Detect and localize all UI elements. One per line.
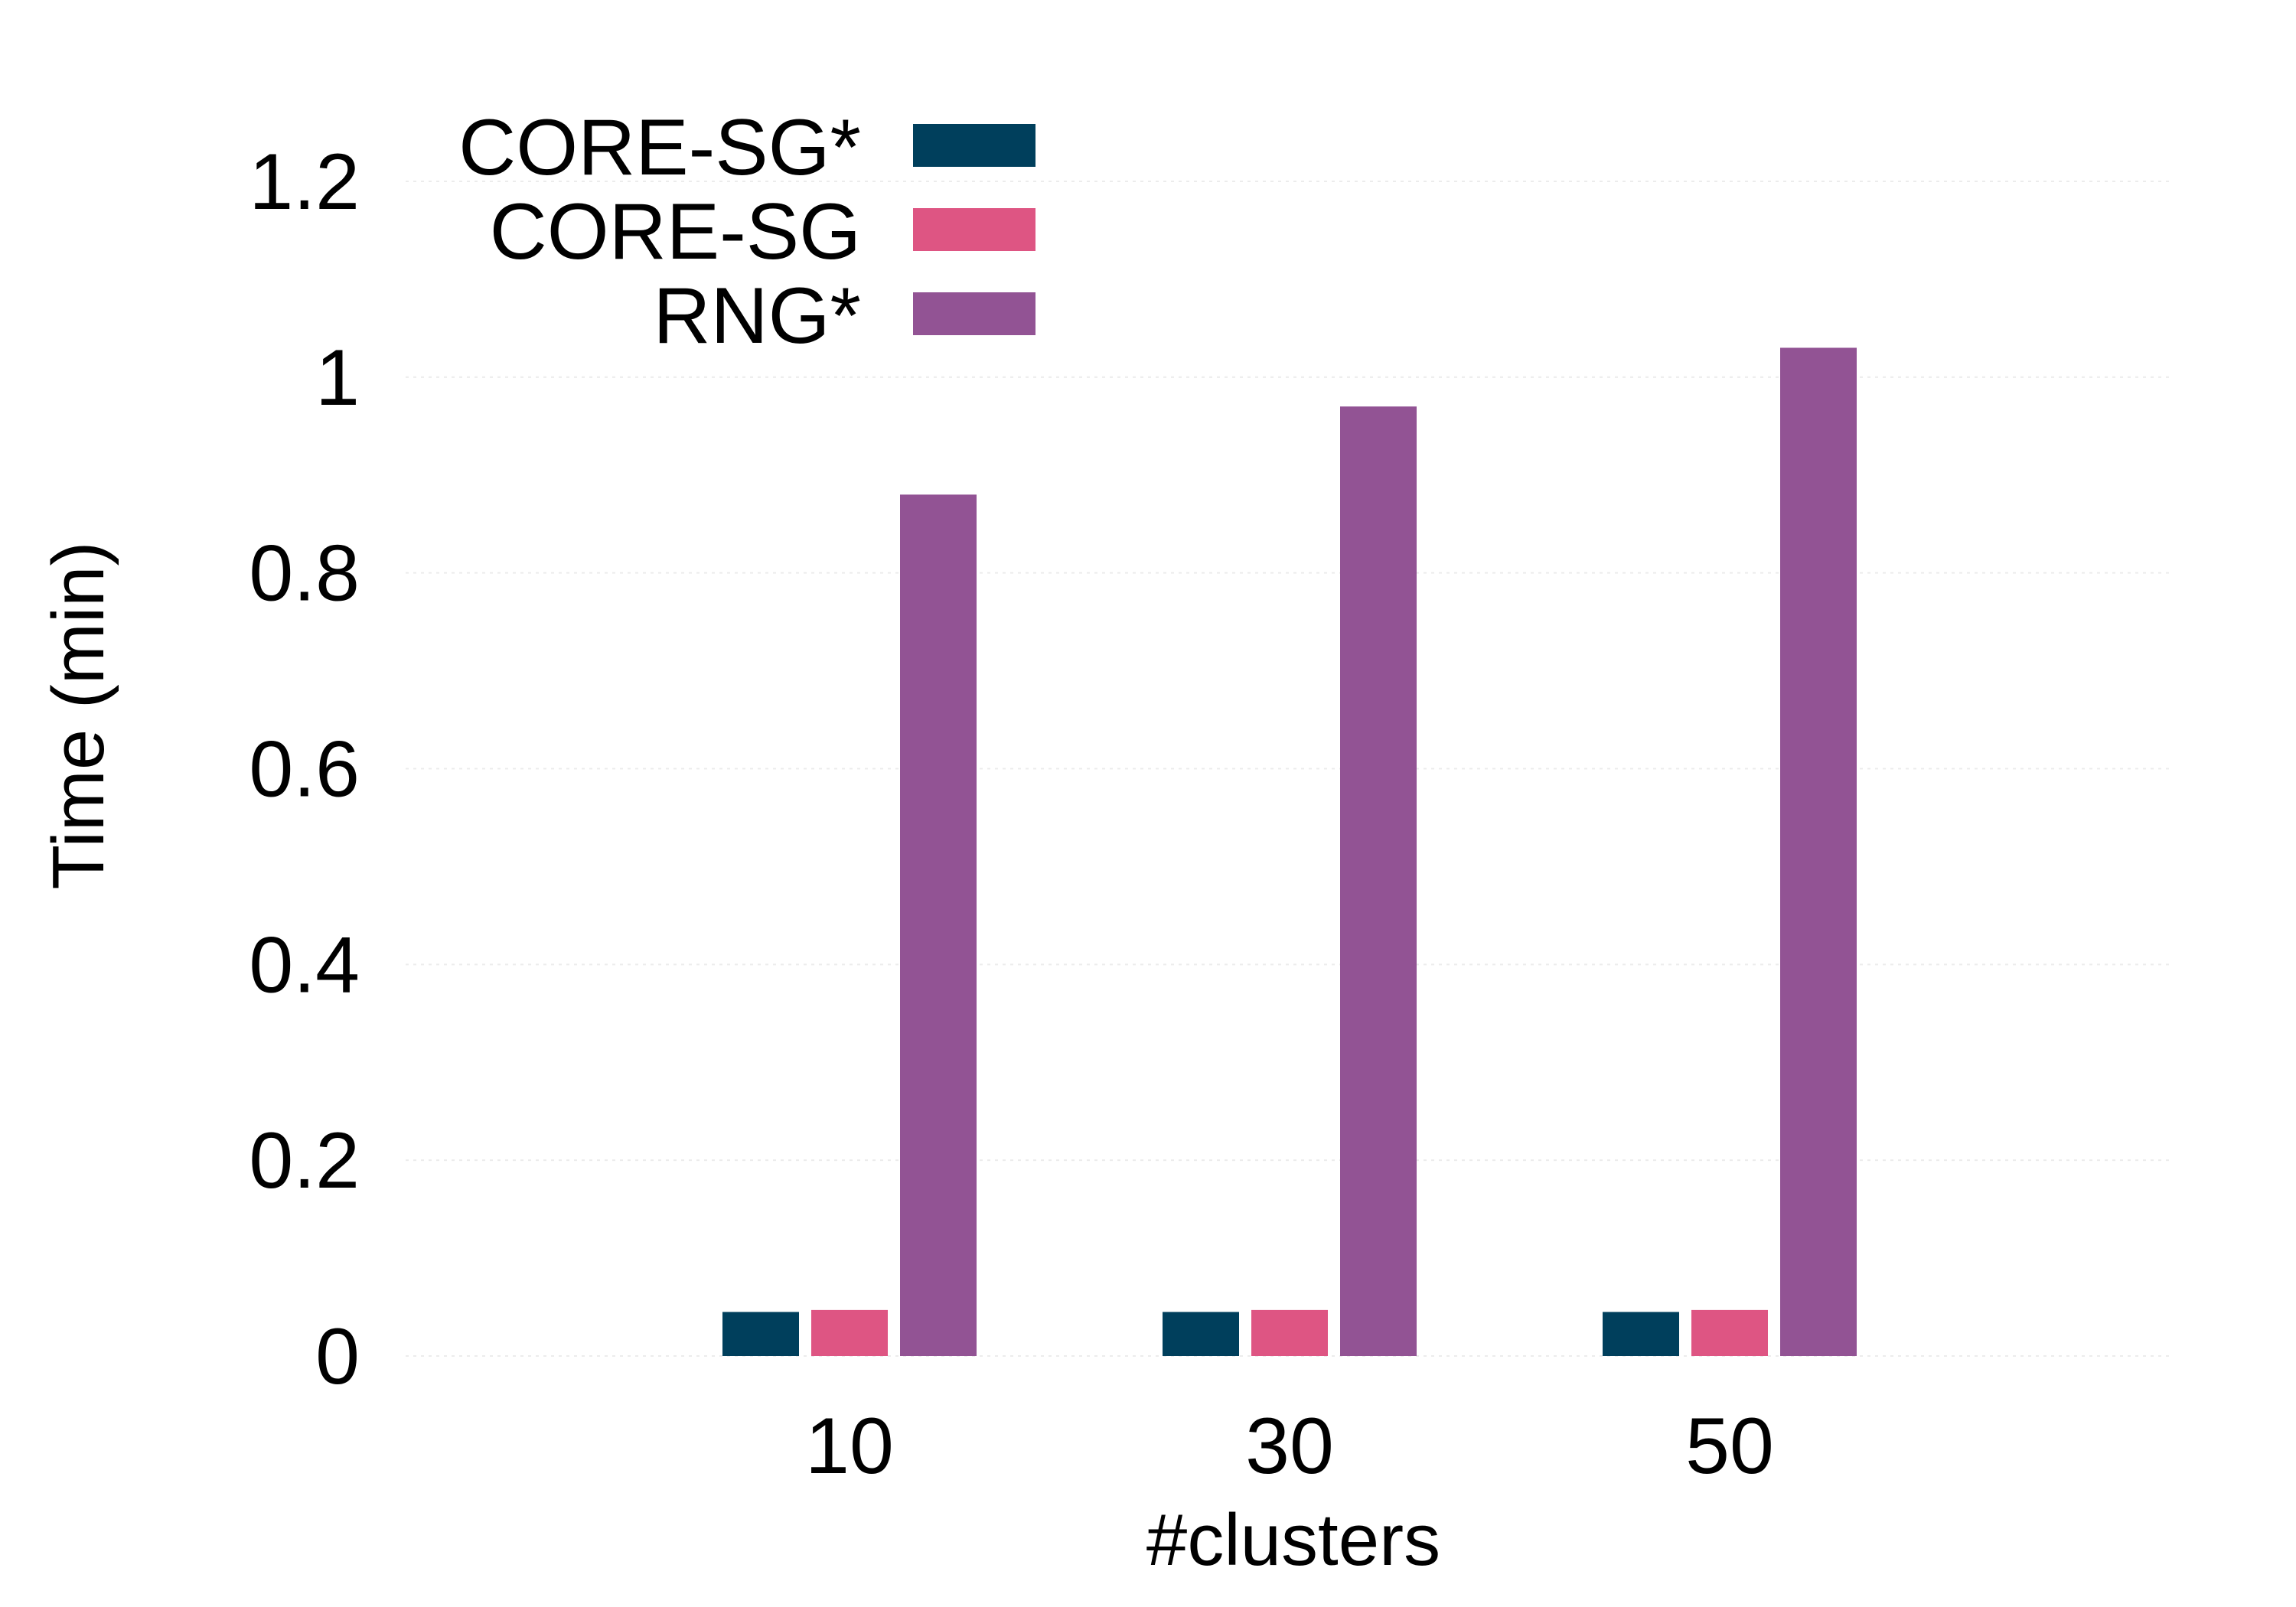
legend-swatch [913,124,1035,167]
x-axis-title: #clusters [1146,1499,1440,1581]
legend-swatch [913,208,1035,251]
x-axis-ticks: 10 30 50 [805,1402,1774,1491]
legend-swatch [913,292,1035,335]
bar [1251,1309,1328,1356]
y-axis-title: Time (min) [38,541,119,889]
legend-label: RNG* [653,272,861,360]
x-tick-label: 10 [805,1402,894,1491]
bar [1340,406,1417,1357]
legend-label: CORE-SG* [458,103,861,192]
y-tick-label: 0.8 [249,530,360,618]
bar [722,1312,799,1356]
legend-label: CORE-SG [490,187,861,276]
y-tick-label: 1 [315,334,360,422]
bar [1603,1312,1679,1356]
x-tick-label: 30 [1245,1402,1334,1491]
y-tick-label: 0.2 [249,1116,360,1205]
bar [1780,347,1857,1356]
x-tick-label: 50 [1685,1402,1774,1491]
bar [1691,1309,1768,1356]
y-tick-label: 0.6 [249,725,360,814]
y-tick-label: 1.2 [249,138,360,227]
y-tick-label: 0.4 [249,921,360,1009]
bar [1163,1312,1239,1356]
y-tick-label: 0 [315,1312,360,1401]
bar [811,1309,888,1356]
bar [900,494,977,1357]
y-axis-ticks: 0 0.2 0.4 0.6 0.8 1 1.2 [249,138,360,1401]
bars [722,347,1857,1357]
